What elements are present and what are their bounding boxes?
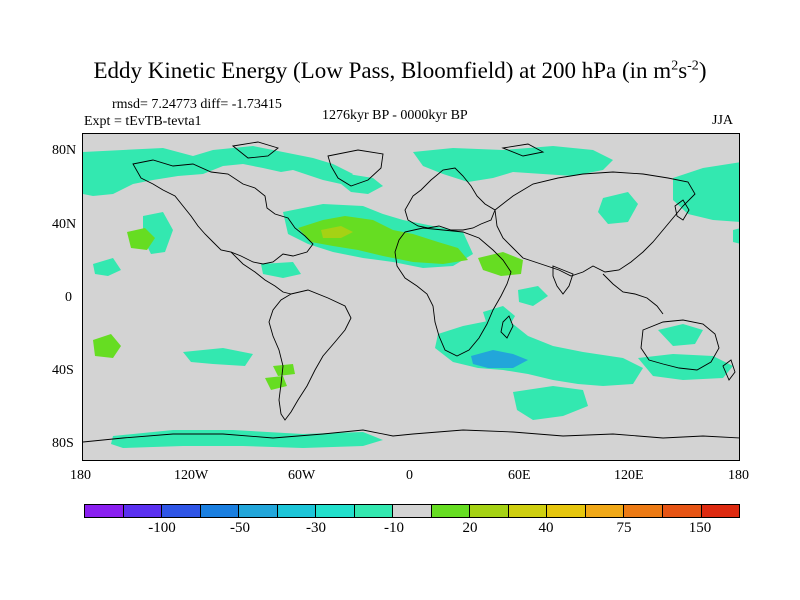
antarctica-coast [83, 429, 739, 443]
colorbar-label: 150 [688, 520, 712, 536]
colorbar-segment [354, 505, 394, 517]
rmsd-stats: rmsd= 7.24773 diff= -1.73415 [112, 97, 282, 112]
lon-label: 120W [174, 468, 209, 483]
anomaly-westpac-east [733, 228, 739, 244]
anomaly-south-indian-core [471, 350, 528, 368]
map-canvas [83, 141, 739, 448]
colorbar-segment [470, 505, 509, 517]
colorbar-segment [547, 505, 586, 517]
lon-label: 60W [288, 468, 316, 483]
anomaly-madagascar [483, 306, 515, 330]
colorbar-segment [662, 505, 702, 517]
new-zealand-coast [722, 359, 736, 381]
south-america-coast [268, 289, 352, 421]
anomaly-south-indian [435, 320, 643, 386]
map-plot [82, 133, 740, 461]
anomaly-europe-n [341, 174, 383, 194]
lon-label: 0 [406, 468, 413, 483]
arctic-islands [231, 141, 545, 159]
colorbar-label: 40 [538, 520, 554, 536]
anomaly-gulf [261, 262, 301, 278]
anomaly-atl-core [321, 226, 353, 238]
plot-title: Eddy Kinetic Energy (Low Pass, Bloomfiel… [93, 58, 707, 83]
lat-label: 40S [52, 363, 74, 378]
colorbar-segment [585, 505, 625, 517]
colorbar-segment [85, 505, 124, 517]
colorbar-segment [277, 505, 317, 517]
colorbar-label: -10 [384, 520, 404, 536]
lat-label: 80N [52, 143, 77, 158]
colorbar [84, 504, 740, 518]
colorbar-segment [239, 505, 278, 517]
anomaly-indian-n [518, 286, 548, 306]
lat-label: 0 [65, 290, 72, 305]
greenland-coast [327, 149, 384, 187]
colorbar-segment [431, 505, 471, 517]
anomaly-eastpac-green [93, 334, 121, 358]
anomaly-tasman [658, 324, 703, 346]
anomaly-south-ocean [513, 386, 588, 420]
colorbar-segment [508, 505, 548, 517]
southeast-asia-coast [602, 273, 664, 315]
anomaly-westpac-green [127, 228, 155, 250]
colorbar-label: 20 [462, 520, 478, 536]
colorbar-label: -50 [230, 520, 250, 536]
anomaly-asia-e [598, 192, 638, 224]
colorbar-segment [316, 505, 355, 517]
europe-coast [404, 167, 496, 231]
lon-label: 180 [70, 468, 91, 483]
lon-label: 180 [728, 468, 749, 483]
season-label: JJA [712, 113, 734, 128]
australia-coast [640, 319, 720, 371]
anomaly-sam-green [265, 376, 287, 390]
colorbar-label: 75 [616, 520, 632, 536]
anomaly-mideast [478, 252, 523, 276]
colorbar-label: -100 [148, 520, 176, 536]
colorbar-segment [624, 505, 663, 517]
colorbar-segment [393, 505, 432, 517]
anomaly-fields [83, 146, 739, 448]
anomaly-pacific-ne [673, 162, 739, 222]
anomaly-band-north [83, 146, 353, 196]
anomaly-australia-s [638, 354, 733, 380]
anomaly-pacific-s2 [273, 364, 295, 376]
africa-coast [394, 227, 512, 357]
colorbar-label: -30 [306, 520, 326, 536]
lon-label: 60E [508, 468, 531, 483]
colorbar-segment [162, 505, 201, 517]
coastlines [83, 141, 739, 443]
time-period: 1276kyr BP - 0000kyr BP [322, 108, 468, 123]
colorbar-segment [123, 505, 163, 517]
anomaly-pacific-mid [93, 258, 121, 276]
asia-coast [494, 171, 696, 277]
colorbar-segment [701, 505, 740, 517]
lat-label: 40N [52, 217, 77, 232]
japan-coast [674, 199, 690, 221]
india-coast [552, 265, 574, 295]
lat-label: 80S [52, 436, 74, 451]
anomaly-pacific-s [183, 348, 253, 366]
anomaly-antarctic-band [111, 430, 383, 448]
central-america-coast [230, 251, 292, 295]
lon-label: 120E [614, 468, 644, 483]
anomaly-siberia [413, 146, 613, 182]
madagascar-coast [500, 315, 514, 339]
colorbar-segment [200, 505, 240, 517]
north-america-coast [132, 159, 314, 265]
experiment-label: Expt = tEvTB-tevta1 [84, 114, 202, 129]
